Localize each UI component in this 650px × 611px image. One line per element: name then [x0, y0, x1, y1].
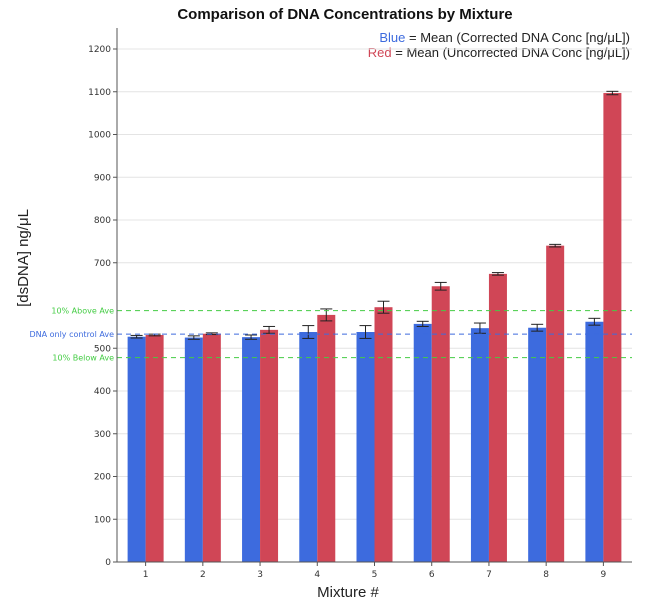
legend-entry: Blue = Mean (Corrected DNA Conc [ng/μL]) [379, 30, 630, 45]
x-tick-label: 3 [257, 570, 263, 580]
bar-corrected-8 [528, 327, 547, 562]
x-tick-label: 6 [429, 570, 435, 580]
bar-uncorrected-5 [374, 307, 393, 562]
y-tick-label: 800 [94, 216, 111, 226]
y-tick-label: 1100 [88, 88, 111, 98]
y-tick-label: 1200 [88, 45, 111, 55]
y-tick-label: 200 [94, 473, 111, 483]
legend-color-word: Red [368, 45, 392, 60]
y-tick-label: 900 [94, 173, 111, 183]
bar-uncorrected-4 [317, 314, 336, 562]
bars [127, 93, 622, 562]
bar-corrected-5 [356, 332, 375, 562]
x-tick-label: 1 [143, 570, 149, 580]
x-tick-label: 4 [314, 570, 320, 580]
x-axis-label: Mixture # [317, 584, 379, 601]
legend-entry: Red = Mean (Uncorrected DNA Conc [ng/μL]… [368, 45, 630, 60]
y-tick-label: 300 [94, 430, 111, 440]
bar-uncorrected-7 [488, 273, 507, 562]
reference-line-label: 10% Above Ave [51, 307, 114, 316]
chart-title: Comparison of DNA Concentrations by Mixt… [177, 6, 512, 23]
x-tick-label: 9 [601, 570, 607, 580]
y-tick-label: 1000 [88, 131, 111, 141]
x-tick-label: 8 [543, 570, 549, 580]
bar-uncorrected-2 [202, 333, 221, 562]
bar-corrected-4 [299, 332, 318, 562]
axes: 0 100 200 300 400 500 700 800 900 1000 1100 1200 1 2 3… [88, 28, 632, 580]
y-tick-label: 700 [94, 259, 111, 269]
bar-corrected-6 [413, 323, 432, 562]
bar-uncorrected-1 [145, 334, 164, 562]
legend: Blue = Mean (Corrected DNA Conc [ng/μL])… [368, 30, 630, 60]
bar-uncorrected-8 [546, 245, 565, 562]
legend-text: = Mean (Uncorrected DNA Conc [ng/μL]) [392, 45, 630, 60]
y-tick-label: 100 [94, 515, 111, 525]
x-tick-label: 7 [486, 570, 492, 580]
legend-text: = Mean (Corrected DNA Conc [ng/μL]) [405, 30, 630, 45]
bar-corrected-2 [184, 337, 203, 562]
reference-lines: 10% Above Ave DNA only control Ave 10% Bel… [29, 307, 632, 363]
y-tick-label: 0 [105, 558, 111, 568]
y-tick-label: 400 [94, 387, 111, 397]
bar-corrected-7 [470, 328, 489, 562]
bar-uncorrected-3 [260, 329, 279, 562]
bar-uncorrected-6 [431, 286, 450, 562]
x-tick-label: 2 [200, 570, 206, 580]
legend-color-word: Blue [379, 30, 405, 45]
y-axis-label: [dsDNA] ng/μL [15, 209, 32, 307]
reference-line-label: 10% Below Ave [52, 354, 114, 363]
error-bars [130, 90, 619, 340]
y-tick-label: 500 [94, 344, 111, 354]
bar-uncorrected-9 [603, 93, 622, 562]
reference-line-label: DNA only control Ave [29, 330, 114, 339]
x-tick-label: 5 [372, 570, 378, 580]
bar-corrected-3 [242, 337, 261, 562]
bar-corrected-1 [127, 336, 146, 562]
bar-corrected-9 [585, 321, 604, 562]
